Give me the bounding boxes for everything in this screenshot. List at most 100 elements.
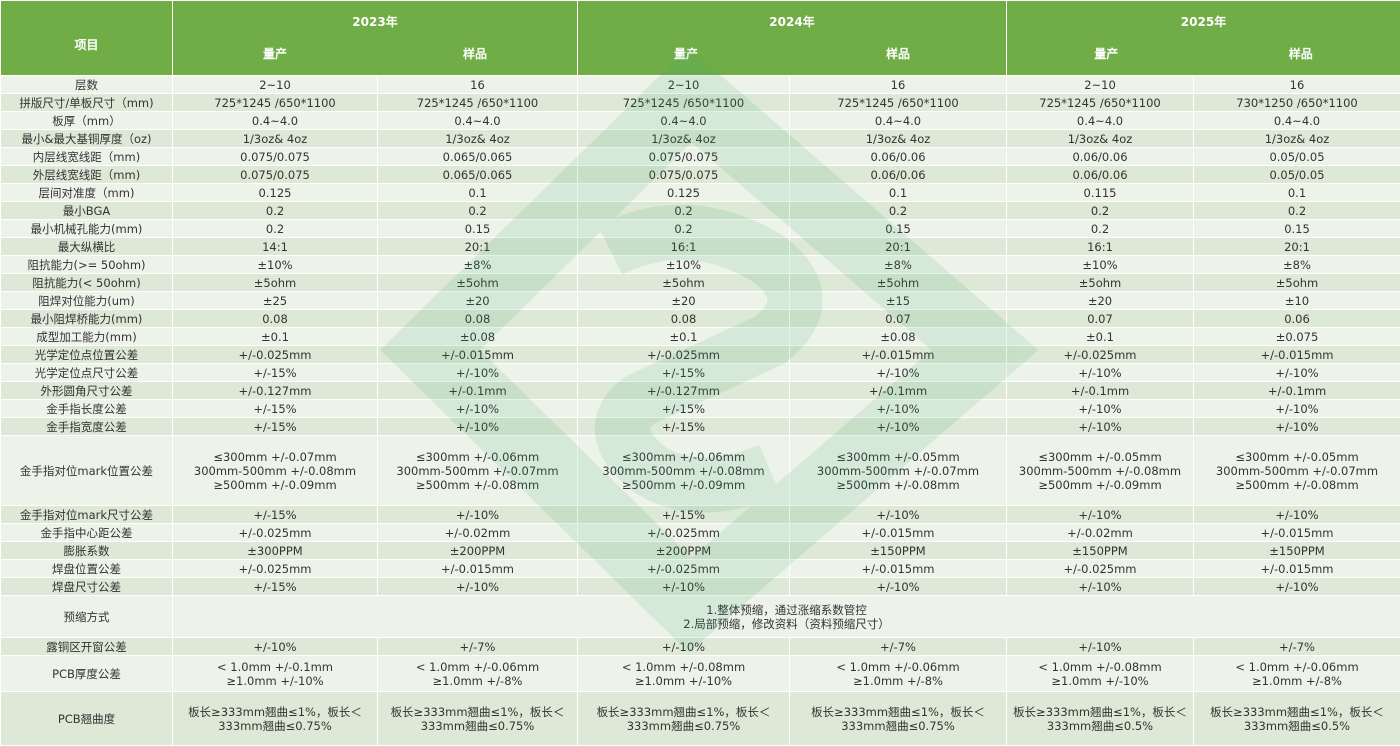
- header-year-label: 2025年: [1009, 15, 1398, 29]
- table-cell: 0.2: [1194, 202, 1400, 220]
- table-row: 金手指对位mark尺寸公差+/-15%+/-10%+/-15%+/-10%+/-…: [1, 506, 1400, 524]
- table-cell: +/-0.1mm: [790, 382, 1007, 400]
- table-cell: 16: [1194, 76, 1400, 94]
- table-cell: 0.06/0.06: [1007, 148, 1194, 166]
- table-cell: +/-15%: [173, 506, 378, 524]
- table-cell: ±10%: [173, 256, 378, 274]
- row-label: 层间对准度（mm): [1, 184, 173, 202]
- table-cell: +/-10%: [1007, 418, 1194, 436]
- row-label: 板厚（mm）: [1, 112, 173, 130]
- table-cell: 0.2: [378, 202, 578, 220]
- table-cell: +/-15%: [173, 400, 378, 418]
- table-cell: 1/3oz& 4oz: [578, 130, 790, 148]
- table-cell: +/-10%: [173, 638, 378, 656]
- table-cell: +/-0.015mm: [790, 560, 1007, 578]
- header-year-label: 2023年: [175, 15, 575, 29]
- table-cell: +/-0.025mm: [578, 524, 790, 542]
- table-cell: +/-10%: [1007, 400, 1194, 418]
- table-cell: 0.125: [173, 184, 378, 202]
- table-cell: +/-10%: [378, 400, 578, 418]
- header-sub-label: 量产: [1094, 47, 1118, 61]
- table-row: 外形圆角尺寸公差+/-0.127mm+/-0.1mm+/-0.127mm+/-0…: [1, 382, 1400, 400]
- table-row: 膨胀系数±300PPM±200PPM±200PPM±150PPM±150PPM±…: [1, 542, 1400, 560]
- table-row: 阻抗能力(>= 50ohm)±10%±8%±10%±8%±10%±8%: [1, 256, 1400, 274]
- table-cell: +/-0.02mm: [1007, 524, 1194, 542]
- table-row: PCB厚度公差< 1.0mm +/-0.1mm ≥1.0mm +/-10% < 1…: [1, 656, 1400, 692]
- table-cell: 0.06/0.06: [790, 148, 1007, 166]
- table-cell: ±20: [1007, 292, 1194, 310]
- row-label: 露铜区开窗公差: [1, 638, 173, 656]
- table-cell: < 1.0mm +/-0.06mm ≥1.0mm +/-8%: [790, 656, 1007, 692]
- table-cell: +/-10%: [790, 418, 1007, 436]
- row-label: 阻抗能力(< 50ohm): [1, 274, 173, 292]
- table-cell: +/-0.015mm: [378, 346, 578, 364]
- table-cell: 0.06/0.06: [790, 166, 1007, 184]
- table-cell: 16:1: [1007, 238, 1194, 256]
- table-cell: +/-0.015mm: [1194, 524, 1400, 542]
- table-cell: +/-0.127mm: [173, 382, 378, 400]
- table-cell: 0.065/0.065: [378, 166, 578, 184]
- table-cell: 1/3oz& 4oz: [790, 130, 1007, 148]
- row-label: 最大纵横比: [1, 238, 173, 256]
- table-cell: 1/3oz& 4oz: [173, 130, 378, 148]
- table-cell: ±8%: [1194, 256, 1400, 274]
- table-cell: 0.4~4.0: [173, 112, 378, 130]
- table-cell: ±15: [790, 292, 1007, 310]
- table-cell: +/-0.015mm: [1194, 346, 1400, 364]
- table-cell: +/-7%: [378, 638, 578, 656]
- table-cell: ±10: [1194, 292, 1400, 310]
- table-cell: +/-0.025mm: [578, 346, 790, 364]
- row-label: 光学定位点尺寸公差: [1, 364, 173, 382]
- table-cell: ≤300mm +/-0.05mm 300mm-500mm +/-0.08mm ≥…: [1007, 436, 1194, 506]
- table-row: 金手指宽度公差+/-15%+/-10%+/-15%+/-10%+/-10%+/-…: [1, 418, 1400, 436]
- table-cell: 0.4~4.0: [790, 112, 1007, 130]
- table-cell: 0.08: [173, 310, 378, 328]
- table-cell: 0.06: [1194, 310, 1400, 328]
- table-cell: ±0.1: [578, 328, 790, 346]
- table-cell: < 1.0mm +/-0.06mm ≥1.0mm +/-8%: [1194, 656, 1400, 692]
- table-cell: 0.2: [578, 202, 790, 220]
- table-row: 露铜区开窗公差+/-10%+/-7%+/-10%+/-7%+/-10%+/-7%: [1, 638, 1400, 656]
- row-label: 拼版尺寸/单板尺寸（mm): [1, 94, 173, 112]
- row-label: 焊盘位置公差: [1, 560, 173, 578]
- header-sub-label: 样品: [1289, 47, 1313, 61]
- table-row: 阻焊对位能力(um)±25±20±20±15±20±10: [1, 292, 1400, 310]
- table-cell: +/-10%: [790, 506, 1007, 524]
- table-cell: +/-10%: [378, 506, 578, 524]
- merged-cell: 1.整体预缩，通过涨缩系数管控 2.局部预缩，修改资料（资料预缩尺寸）: [173, 596, 1400, 638]
- table-cell: 0.115: [1007, 184, 1194, 202]
- row-label: PCB厚度公差: [1, 656, 173, 692]
- header-item-label: 项目: [74, 38, 98, 52]
- header-sub-label: 量产: [263, 47, 287, 61]
- table-cell: 725*1245 /650*1100: [378, 94, 578, 112]
- table-cell: +/-0.1mm: [378, 382, 578, 400]
- table-cell: 0.075/0.075: [578, 166, 790, 184]
- table-cell: 0.2: [173, 202, 378, 220]
- table-cell: 730*1250 /650*1100: [1194, 94, 1400, 112]
- table-cell: ±150PPM: [1007, 542, 1194, 560]
- spec-sheet: 项目 2023年 量产 样品 2024年 量产 样品: [0, 0, 1400, 728]
- table-cell: ±10%: [578, 256, 790, 274]
- table-cell: 20:1: [790, 238, 1007, 256]
- table-cell: 0.08: [378, 310, 578, 328]
- row-label: 阻抗能力(>= 50ohm): [1, 256, 173, 274]
- table-cell: 0.4~4.0: [378, 112, 578, 130]
- table-cell: 0.075/0.075: [173, 148, 378, 166]
- table-cell: +/-15%: [578, 364, 790, 382]
- table-cell: +/-15%: [173, 578, 378, 596]
- table-cell: 0.08: [578, 310, 790, 328]
- table-cell: 0.15: [378, 220, 578, 238]
- table-cell: +/-0.015mm: [378, 560, 578, 578]
- row-label: 金手指中心距公差: [1, 524, 173, 542]
- table-cell: ±5ohm: [790, 274, 1007, 292]
- table-cell: < 1.0mm +/-0.1mm ≥1.0mm +/-10%: [173, 656, 378, 692]
- table-cell: +/-15%: [578, 400, 790, 418]
- table-cell: 0.1: [790, 184, 1007, 202]
- row-label: 金手指对位mark尺寸公差: [1, 506, 173, 524]
- table-cell: +/-0.025mm: [173, 524, 378, 542]
- header-item: 项目: [1, 1, 173, 76]
